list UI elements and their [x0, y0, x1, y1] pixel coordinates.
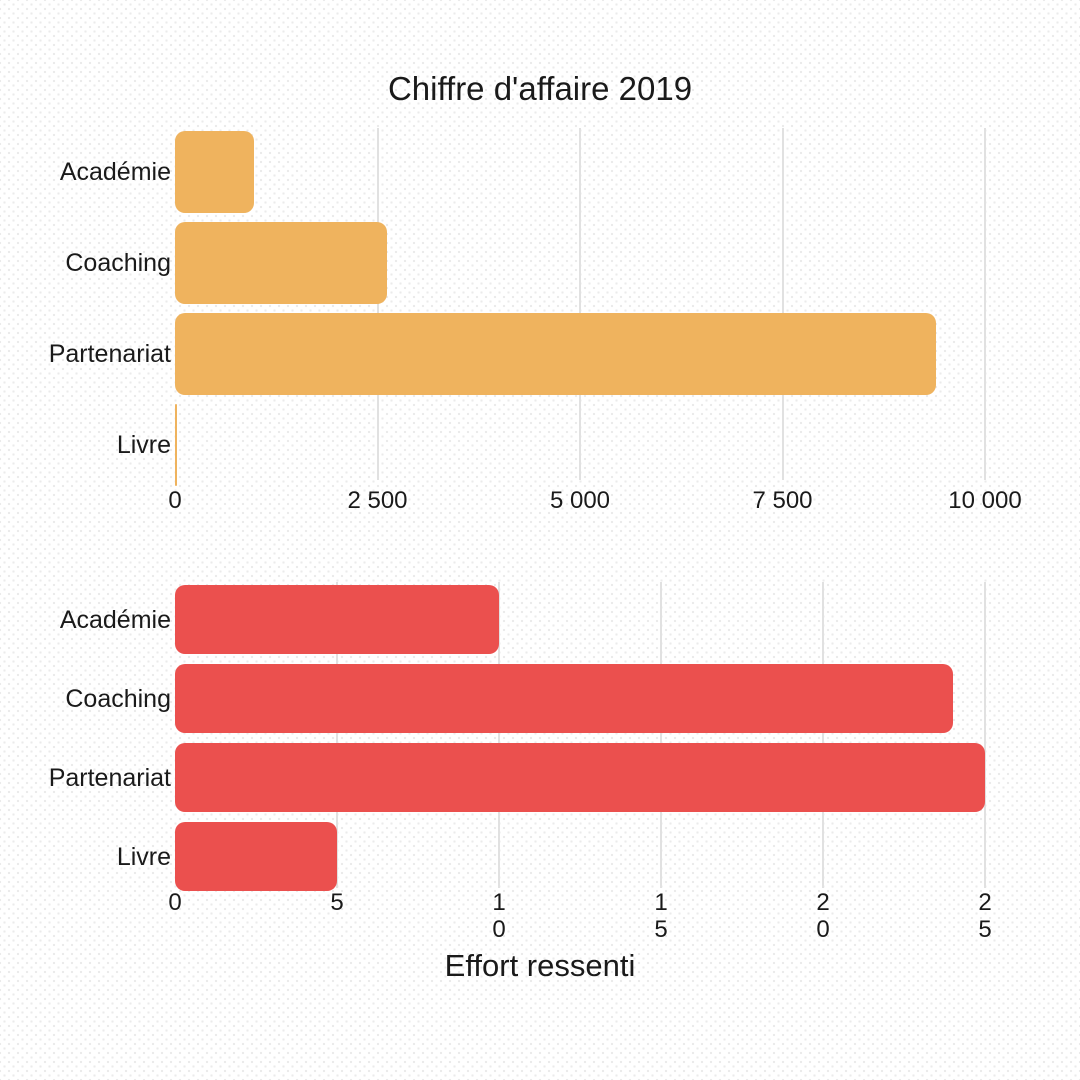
gridline — [781, 128, 784, 480]
x-tick-label: 2 5 — [978, 889, 992, 943]
bar-livre — [175, 404, 178, 486]
gridline — [660, 582, 662, 888]
x-tick-label: 7 500 — [752, 487, 813, 514]
y-category-label-livre: Livre — [116, 842, 171, 871]
chart-title: Chiffre d'affaire 2019 — [387, 70, 693, 107]
gridline — [579, 128, 581, 480]
x-tick-label: 0 — [168, 889, 182, 916]
y-category-label-partenariat: Partenariat — [48, 763, 171, 792]
y-category-label-academie: Académie — [59, 158, 171, 186]
x-tick-label: 1 5 — [654, 889, 668, 943]
y-category-label-coaching: Coaching — [65, 249, 171, 277]
y-category-label-coaching: Coaching — [65, 684, 171, 713]
y-category-label-academie: Académie — [59, 605, 171, 634]
x-tick-label: 10 000 — [948, 487, 1022, 514]
x-tick-label: 5 000 — [549, 487, 611, 514]
x-tick-label: 1 0 — [492, 889, 506, 943]
x-tick-label: 2 500 — [347, 487, 408, 514]
bar-coaching — [175, 664, 953, 733]
bar-academie — [175, 131, 254, 213]
bar-partenariat — [175, 313, 937, 395]
bar-coaching — [175, 222, 388, 304]
bar-partenariat — [175, 743, 985, 812]
gridline — [984, 128, 986, 480]
gridline — [336, 582, 338, 888]
x-tick-label: 5 — [330, 889, 344, 916]
bar-academie — [175, 585, 499, 654]
gridline — [376, 128, 379, 480]
bar-livre — [175, 822, 337, 891]
y-category-label-partenariat: Partenariat — [48, 340, 171, 368]
gridline — [822, 582, 824, 888]
x-tick-label: 0 — [168, 487, 182, 514]
bottom-axis-title: Effort ressenti — [444, 948, 636, 983]
x-tick-label: 2 0 — [816, 889, 830, 943]
gridline — [498, 582, 500, 888]
y-category-label-livre: Livre — [116, 431, 171, 459]
gridline — [984, 582, 986, 888]
